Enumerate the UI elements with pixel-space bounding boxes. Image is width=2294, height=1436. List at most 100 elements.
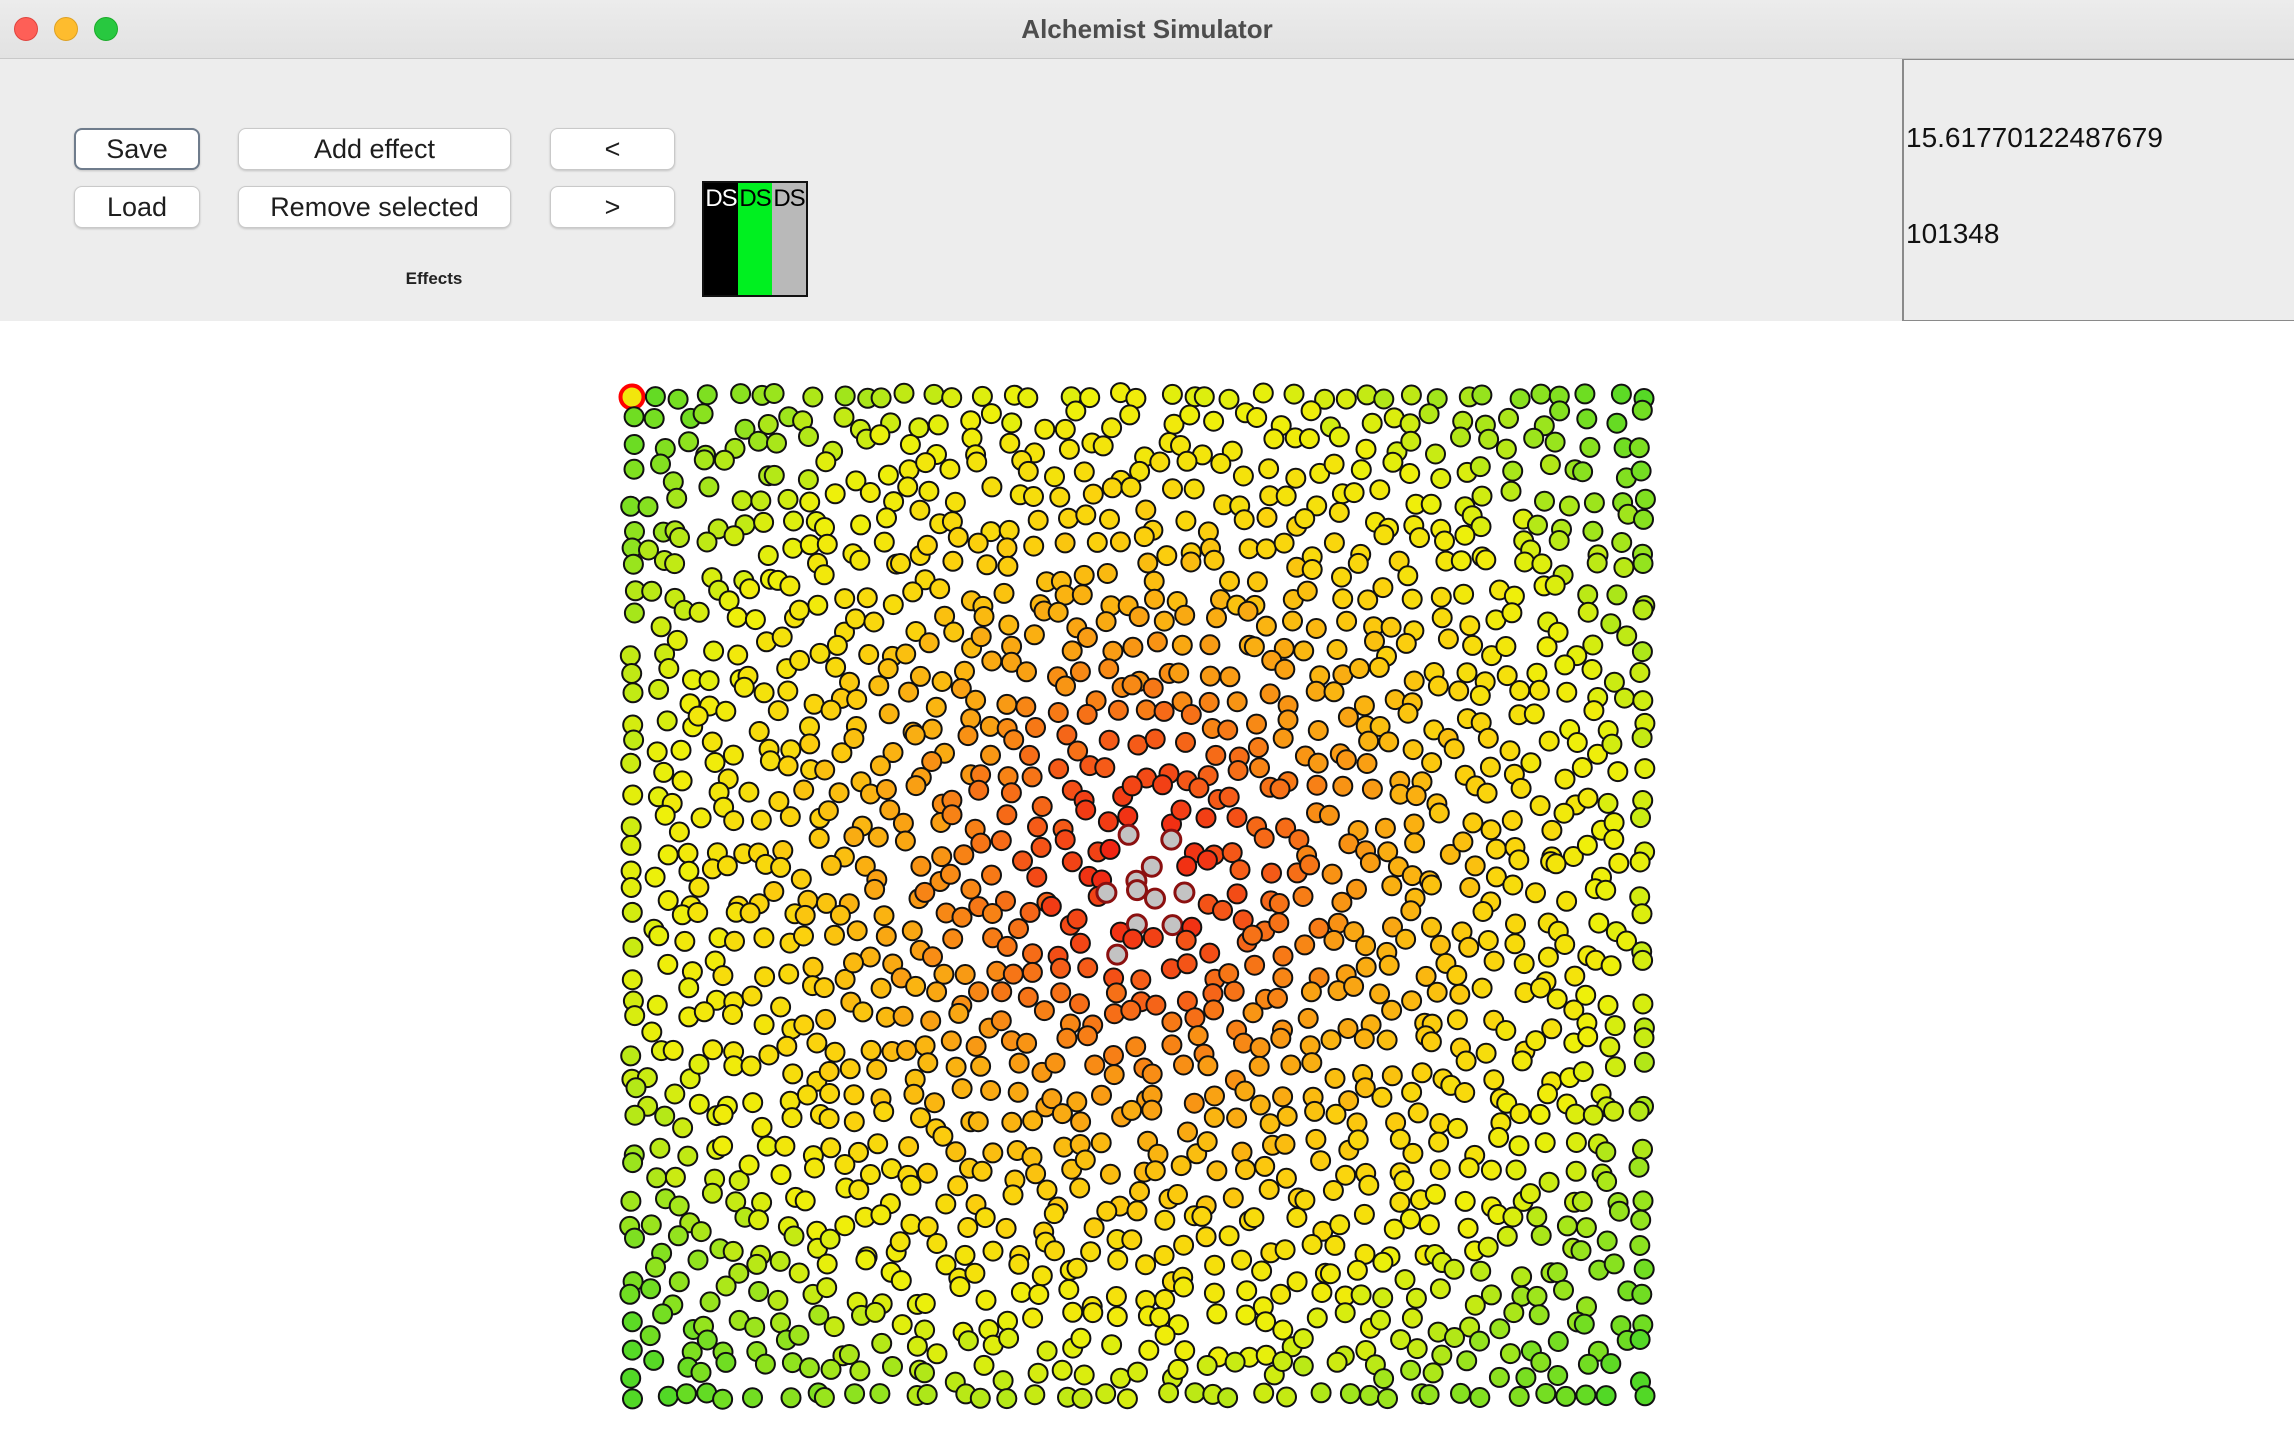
node[interactable] [863,611,885,633]
node[interactable] [1335,388,1357,410]
effect-color-black[interactable]: DS [704,183,738,295]
node[interactable] [688,1093,710,1115]
node[interactable] [1280,1054,1302,1076]
node[interactable] [1133,526,1155,548]
node[interactable] [948,1002,970,1024]
source-node[interactable] [1160,828,1183,851]
effect-color-gray[interactable]: DS [772,183,806,295]
node[interactable] [793,1014,815,1036]
node[interactable] [715,700,737,722]
node[interactable] [1305,618,1327,639]
node[interactable] [1538,730,1560,752]
node[interactable] [1246,407,1268,428]
node[interactable] [1576,408,1598,430]
node[interactable] [1629,886,1651,908]
node[interactable] [622,682,644,704]
node[interactable] [1090,1132,1112,1154]
node[interactable] [746,1253,768,1275]
node[interactable] [1044,466,1065,488]
node[interactable] [1382,451,1404,473]
node[interactable] [1276,1105,1298,1127]
node[interactable] [943,621,965,643]
node[interactable] [1075,504,1097,526]
node[interactable] [1077,1025,1098,1047]
node[interactable] [1631,641,1653,663]
node[interactable] [793,779,815,801]
node[interactable] [1604,1056,1626,1078]
node[interactable] [1575,1217,1597,1239]
source-node[interactable] [1117,823,1140,846]
node[interactable] [1339,1383,1361,1405]
node[interactable] [753,682,775,704]
node[interactable] [846,920,868,942]
node[interactable] [1233,509,1255,531]
node[interactable] [1231,1249,1253,1271]
node[interactable] [1170,799,1192,821]
node[interactable] [1263,428,1285,450]
node[interactable] [1258,458,1280,480]
node[interactable] [1633,1258,1655,1280]
node[interactable] [914,1035,936,1057]
node[interactable] [944,491,966,513]
node[interactable] [960,878,982,900]
node[interactable] [1026,866,1048,888]
node[interactable] [1096,563,1118,584]
node[interactable] [753,1014,775,1036]
node[interactable] [1129,1181,1150,1202]
node[interactable] [939,458,961,480]
node[interactable] [1135,699,1157,721]
node[interactable] [902,581,924,603]
node[interactable] [996,804,1018,826]
node[interactable] [1107,699,1129,721]
node[interactable] [926,981,948,1003]
node[interactable] [701,731,723,753]
node[interactable] [1142,927,1164,948]
node[interactable] [646,1167,668,1189]
node[interactable] [1094,757,1116,779]
node[interactable] [1204,1254,1226,1276]
node[interactable] [941,804,963,826]
node[interactable] [672,1117,694,1139]
node[interactable] [926,1343,948,1365]
node[interactable] [1430,468,1452,489]
node[interactable] [688,876,710,898]
node[interactable] [819,1083,841,1104]
source-node[interactable] [1161,914,1184,937]
node[interactable] [909,499,931,521]
node[interactable] [1577,787,1599,809]
node[interactable] [1631,399,1653,421]
node[interactable] [1628,1100,1650,1122]
node[interactable] [1269,778,1291,800]
node[interactable] [748,1209,769,1231]
node[interactable] [1293,640,1315,662]
node[interactable] [1629,1235,1651,1256]
node[interactable] [1325,1103,1347,1125]
node[interactable] [1608,852,1630,874]
node[interactable] [957,1217,979,1238]
node[interactable] [1469,685,1491,706]
node[interactable] [677,842,699,864]
node[interactable] [1275,485,1297,507]
node[interactable] [1008,1052,1030,1074]
node[interactable] [1399,413,1421,435]
node[interactable] [1144,1160,1166,1182]
node[interactable] [1538,1171,1560,1193]
node[interactable] [670,739,692,761]
node[interactable] [657,890,679,911]
node[interactable] [1226,807,1248,828]
node[interactable] [770,856,792,878]
node[interactable] [1047,601,1069,623]
node[interactable] [1553,1279,1574,1301]
node[interactable] [1545,853,1567,875]
node[interactable] [731,490,753,512]
node[interactable] [748,721,770,742]
node[interactable] [1183,1092,1205,1114]
node[interactable] [1547,1331,1569,1352]
node[interactable] [753,511,775,533]
node[interactable] [1564,965,1586,987]
node[interactable] [1180,551,1202,573]
node[interactable] [1243,1207,1265,1229]
node[interactable] [1023,486,1044,507]
node[interactable] [1314,388,1336,410]
node[interactable] [1328,501,1350,523]
